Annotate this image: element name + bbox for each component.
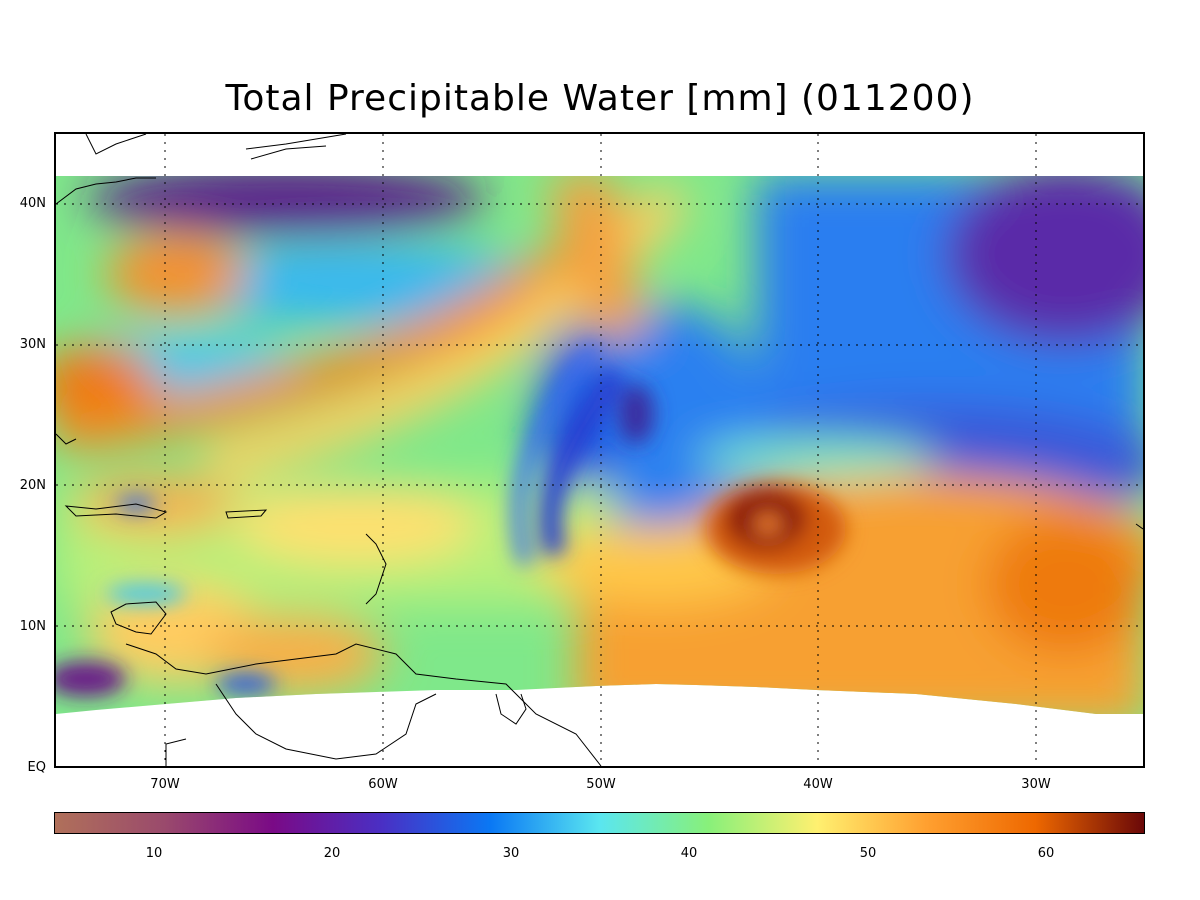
map-frame [54, 132, 1145, 768]
tpw-map [56, 134, 1143, 766]
lon-label-30w: 30W [1021, 777, 1051, 792]
lon-label-50w: 50W [586, 777, 616, 792]
lon-label-40w: 40W [803, 777, 833, 792]
colorbar-tick-10: 10 [145, 846, 163, 861]
colorbar-tick-40: 40 [680, 846, 698, 861]
colorbar-tick-30: 30 [502, 846, 520, 861]
lat-label-40n: 40N [19, 196, 46, 211]
colorbar-tick-20: 20 [323, 846, 341, 861]
graticule [56, 134, 1143, 766]
lat-label-30n: 30N [19, 337, 46, 352]
lon-label-60w: 60W [368, 777, 398, 792]
colorbar [54, 812, 1145, 834]
coastlines [56, 134, 1143, 766]
lat-label-20n: 20N [19, 478, 46, 493]
lon-label-70w: 70W [150, 777, 180, 792]
colorbar-tick-50: 50 [859, 846, 877, 861]
colorbar-tick-60: 60 [1037, 846, 1055, 861]
lat-label-eq: EQ [27, 760, 46, 775]
lat-label-10n: 10N [19, 619, 46, 634]
chart-title: Total Precipitable Water [mm] (011200) [225, 78, 975, 119]
tpw-field [56, 176, 1143, 714]
